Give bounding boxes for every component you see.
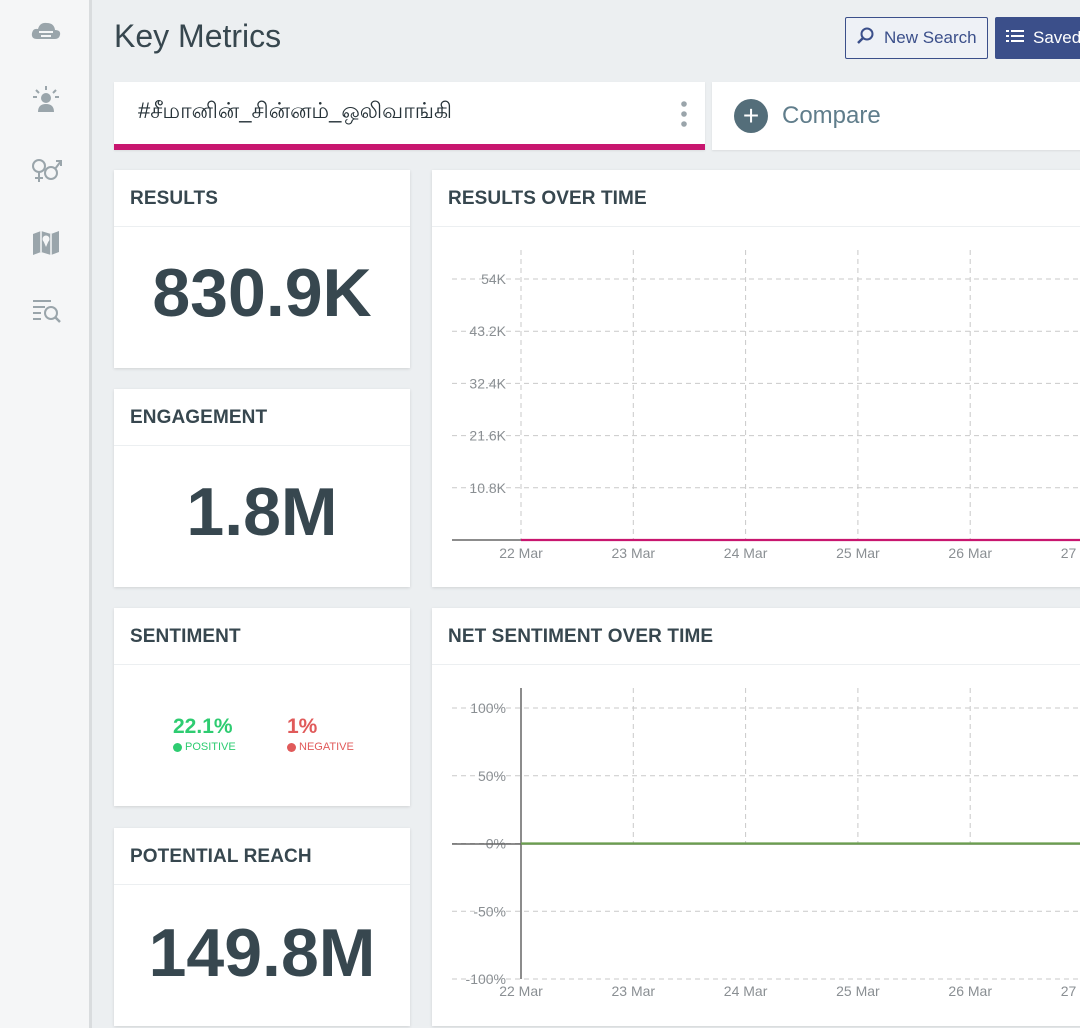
y-tick-label: 10.8K bbox=[469, 480, 506, 496]
x-tick-label: 25 Mar bbox=[836, 545, 880, 561]
results-chart-title: RESULTS OVER TIME bbox=[448, 188, 647, 209]
results-card: RESULTS 830.9K bbox=[114, 170, 410, 368]
page-title: Key Metrics bbox=[114, 18, 282, 54]
y-tick-label: 54K bbox=[481, 271, 507, 287]
reach-card: POTENTIAL REACH 149.8M bbox=[114, 828, 410, 1026]
search-list-icon[interactable] bbox=[22, 290, 70, 330]
sentiment-title: SENTIMENT bbox=[130, 626, 241, 647]
x-tick-label: 25 Mar bbox=[836, 983, 880, 999]
results-value: 830.9K bbox=[152, 255, 372, 331]
compare-label: Compare bbox=[782, 102, 881, 129]
compare-tab[interactable]: + Compare bbox=[712, 82, 1080, 150]
influencer-icon[interactable] bbox=[22, 80, 70, 120]
y-tick-label: 100% bbox=[470, 700, 506, 716]
y-tick-label: 32.4K bbox=[469, 375, 506, 391]
positive-value: 22.1% bbox=[173, 715, 233, 738]
engagement-title: ENGAGEMENT bbox=[130, 407, 268, 428]
list-icon bbox=[1005, 26, 1025, 51]
net-sentiment-chart: -100%-50%0%50%100%22 Mar 23 Mar 24 Mar 25 M… bbox=[452, 688, 1080, 999]
negative-label: NEGATIVE bbox=[299, 741, 354, 753]
new-search-label: New Search bbox=[884, 28, 977, 47]
positive-sentiment: 22.1% POSITIVE bbox=[173, 715, 236, 753]
search-tag: #சீமானின்_சின்னம்_ஒலிவாங்கி bbox=[138, 98, 453, 123]
more-options-icon[interactable] bbox=[679, 100, 689, 128]
y-tick-label: 43.2K bbox=[469, 323, 506, 339]
saved-button[interactable]: Saved bbox=[995, 17, 1080, 59]
x-tick-label: 27 Mar bbox=[1061, 545, 1080, 561]
positive-label: POSITIVE bbox=[185, 741, 236, 753]
reach-title: POTENTIAL REACH bbox=[130, 846, 312, 867]
results-over-time-card: RESULTS OVER TIME bbox=[432, 170, 1080, 587]
new-search-button[interactable]: New Search bbox=[845, 17, 988, 59]
y-tick-label: -50% bbox=[473, 903, 506, 919]
sad-face-icon bbox=[287, 742, 296, 752]
sidebar bbox=[0, 0, 92, 1028]
y-tick-label: -100% bbox=[466, 971, 506, 987]
net-sentiment-card: NET SENTIMENT OVER TIME bbox=[432, 608, 1080, 1026]
x-tick-label: 23 Mar bbox=[612, 545, 656, 561]
x-tick-label: 22 Mar bbox=[499, 545, 543, 561]
reach-value: 149.8M bbox=[148, 915, 376, 991]
negative-value: 1% bbox=[287, 715, 318, 738]
saved-label: Saved bbox=[1033, 28, 1080, 47]
x-tick-label: 24 Mar bbox=[724, 545, 768, 561]
sentiment-chart-title: NET SENTIMENT OVER TIME bbox=[448, 626, 714, 647]
cloud-icon[interactable] bbox=[22, 12, 70, 52]
engagement-value: 1.8M bbox=[186, 474, 338, 550]
results-title: RESULTS bbox=[130, 188, 218, 209]
x-tick-label: 24 Mar bbox=[724, 983, 768, 999]
gender-icon[interactable] bbox=[22, 150, 70, 190]
y-tick-label: 50% bbox=[478, 768, 506, 784]
x-tick-label: 27 Mar bbox=[1061, 983, 1080, 999]
search-icon bbox=[856, 26, 876, 51]
x-tick-label: 26 Mar bbox=[948, 545, 992, 561]
x-tick-label: 26 Mar bbox=[948, 983, 992, 999]
negative-sentiment: 1% NEGATIVE bbox=[287, 715, 354, 753]
results-over-time-chart: 10.8K 21.6K 32.4K 43.2K 54K 22 Mar 23 Mar 24 Ma… bbox=[452, 250, 1080, 561]
search-tab[interactable]: #சீமானின்_சின்னம்_ஒலிவாங்கி bbox=[114, 82, 705, 150]
y-tick-label: 21.6K bbox=[469, 428, 506, 444]
x-tick-label: 23 Mar bbox=[612, 983, 656, 999]
engagement-card: ENGAGEMENT 1.8M bbox=[114, 389, 410, 587]
add-icon: + bbox=[734, 99, 768, 133]
happy-face-icon bbox=[173, 742, 182, 752]
x-tick-label: 22 Mar bbox=[499, 983, 543, 999]
map-icon[interactable] bbox=[22, 222, 70, 262]
sentiment-card: SENTIMENT bbox=[114, 608, 410, 806]
